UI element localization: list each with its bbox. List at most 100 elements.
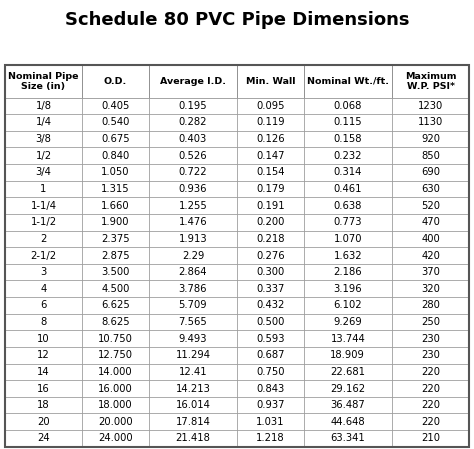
- Text: 0.126: 0.126: [256, 134, 285, 144]
- Text: 44.648: 44.648: [330, 417, 365, 427]
- Text: 0.750: 0.750: [256, 367, 284, 377]
- Text: 0.638: 0.638: [334, 201, 362, 211]
- Text: 0.403: 0.403: [179, 134, 207, 144]
- Text: Average I.D.: Average I.D.: [160, 77, 226, 86]
- Text: 6: 6: [40, 300, 46, 310]
- Text: 4: 4: [40, 284, 46, 294]
- Text: 12.750: 12.750: [98, 350, 133, 360]
- Text: 3.786: 3.786: [179, 284, 207, 294]
- Text: 2.864: 2.864: [179, 267, 207, 277]
- Text: 220: 220: [421, 400, 440, 410]
- Text: 11.294: 11.294: [175, 350, 210, 360]
- Text: 1130: 1130: [418, 118, 443, 128]
- Text: Maximum
W.P. PSI*: Maximum W.P. PSI*: [405, 72, 456, 91]
- Text: 1/4: 1/4: [36, 118, 52, 128]
- Text: 13.744: 13.744: [330, 334, 365, 343]
- Text: 1.900: 1.900: [101, 217, 130, 227]
- Text: 1.031: 1.031: [256, 417, 284, 427]
- Text: 2.186: 2.186: [334, 267, 362, 277]
- Text: 1.913: 1.913: [179, 234, 207, 244]
- Text: 0.500: 0.500: [256, 317, 284, 327]
- Text: 0.936: 0.936: [179, 184, 207, 194]
- Text: 470: 470: [421, 217, 440, 227]
- Text: 850: 850: [421, 151, 440, 161]
- Text: 0.276: 0.276: [256, 251, 285, 260]
- Text: 9.269: 9.269: [333, 317, 362, 327]
- Text: 0.191: 0.191: [256, 201, 285, 211]
- Text: 1-1/2: 1-1/2: [30, 217, 56, 227]
- Text: 10.750: 10.750: [98, 334, 133, 343]
- Text: 16.000: 16.000: [98, 383, 133, 394]
- Text: 520: 520: [421, 201, 440, 211]
- Text: 6.625: 6.625: [101, 300, 130, 310]
- Text: 0.314: 0.314: [334, 167, 362, 177]
- Text: 220: 220: [421, 417, 440, 427]
- Text: 0.461: 0.461: [334, 184, 362, 194]
- Text: 1.632: 1.632: [334, 251, 362, 260]
- Text: 24.000: 24.000: [98, 433, 133, 444]
- Text: 3/4: 3/4: [36, 167, 51, 177]
- Text: Nominal Pipe
Size (in): Nominal Pipe Size (in): [8, 72, 79, 91]
- Text: 21.418: 21.418: [175, 433, 210, 444]
- Text: 1.218: 1.218: [256, 433, 285, 444]
- Text: 10: 10: [37, 334, 50, 343]
- Text: 0.300: 0.300: [256, 267, 284, 277]
- Text: 7.565: 7.565: [179, 317, 207, 327]
- Text: 16.014: 16.014: [175, 400, 210, 410]
- Text: 280: 280: [421, 300, 440, 310]
- Text: 1.660: 1.660: [101, 201, 130, 211]
- Text: 3.500: 3.500: [101, 267, 130, 277]
- Text: 1230: 1230: [418, 101, 443, 111]
- Text: 250: 250: [421, 317, 440, 327]
- Text: 1.070: 1.070: [334, 234, 362, 244]
- Text: 920: 920: [421, 134, 440, 144]
- Text: O.D.: O.D.: [104, 77, 127, 86]
- Text: 18.000: 18.000: [98, 400, 133, 410]
- Text: 0.218: 0.218: [256, 234, 284, 244]
- Text: 230: 230: [421, 334, 440, 343]
- Text: 20.000: 20.000: [98, 417, 133, 427]
- Text: 0.937: 0.937: [256, 400, 284, 410]
- Text: 4.500: 4.500: [101, 284, 130, 294]
- Text: 2-1/2: 2-1/2: [30, 251, 56, 260]
- Text: 9.493: 9.493: [179, 334, 207, 343]
- Text: 3/8: 3/8: [36, 134, 51, 144]
- Text: 370: 370: [421, 267, 440, 277]
- Text: Schedule 80 PVC Pipe Dimensions: Schedule 80 PVC Pipe Dimensions: [65, 11, 409, 29]
- Text: 230: 230: [421, 350, 440, 360]
- Text: 220: 220: [421, 367, 440, 377]
- Text: 5.709: 5.709: [179, 300, 207, 310]
- Text: 0.154: 0.154: [256, 167, 284, 177]
- Text: 63.341: 63.341: [330, 433, 365, 444]
- Text: 420: 420: [421, 251, 440, 260]
- Text: 1.476: 1.476: [179, 217, 207, 227]
- Text: 2.875: 2.875: [101, 251, 130, 260]
- Text: 14: 14: [37, 367, 50, 377]
- Text: 1.255: 1.255: [179, 201, 207, 211]
- Text: 0.115: 0.115: [334, 118, 362, 128]
- Text: 16: 16: [37, 383, 50, 394]
- Text: 2: 2: [40, 234, 46, 244]
- Text: 320: 320: [421, 284, 440, 294]
- Text: 18.909: 18.909: [330, 350, 365, 360]
- Text: 1-1/4: 1-1/4: [30, 201, 56, 211]
- Text: 8: 8: [40, 317, 46, 327]
- Text: 22.681: 22.681: [330, 367, 365, 377]
- Text: 0.722: 0.722: [179, 167, 207, 177]
- Text: 1/8: 1/8: [36, 101, 52, 111]
- Text: 0.405: 0.405: [101, 101, 130, 111]
- Text: 2.29: 2.29: [182, 251, 204, 260]
- Text: 17.814: 17.814: [175, 417, 210, 427]
- Text: 2.375: 2.375: [101, 234, 130, 244]
- Text: 1: 1: [40, 184, 46, 194]
- Text: 0.179: 0.179: [256, 184, 285, 194]
- Text: Nominal Wt./ft.: Nominal Wt./ft.: [307, 77, 389, 86]
- Text: 12: 12: [37, 350, 50, 360]
- Text: 1.315: 1.315: [101, 184, 130, 194]
- Text: 3: 3: [40, 267, 46, 277]
- Text: 8.625: 8.625: [101, 317, 130, 327]
- Text: 0.147: 0.147: [256, 151, 284, 161]
- Text: 14.213: 14.213: [175, 383, 210, 394]
- Text: Min. Wall: Min. Wall: [246, 77, 295, 86]
- Text: 220: 220: [421, 383, 440, 394]
